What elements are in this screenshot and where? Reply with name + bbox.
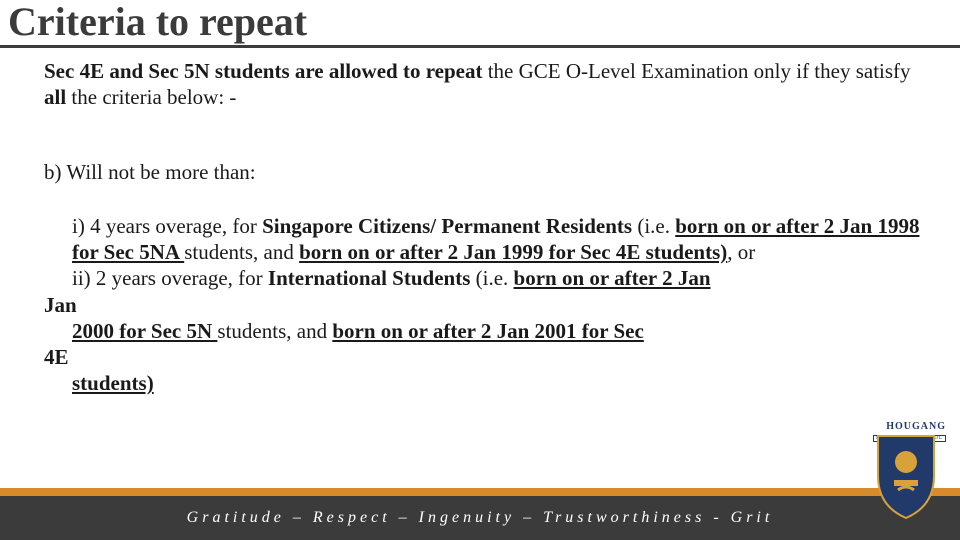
clause-i: i) 4 years overage, for Singapore Citize… — [72, 213, 924, 266]
intro-text-1: the GCE O-Level Examination only if they… — [482, 59, 910, 83]
clause-ii-mid1: (i.e. — [470, 266, 513, 290]
school-name-label: HOUGANG — [886, 421, 946, 432]
intro-text-2: the criteria below: - — [66, 85, 236, 109]
intro-paragraph: Sec 4E and Sec 5N students are allowed t… — [44, 58, 924, 111]
cont-students-text: students) — [72, 371, 154, 395]
slide-title-region: Criteria to repeat — [0, 0, 960, 48]
title-underline — [0, 45, 960, 48]
clause-ii-bold1: International Students — [268, 266, 470, 290]
cont-bu2: born on or after 2 Jan 2001 for Sec — [332, 319, 643, 343]
cont-4e: 4E — [44, 344, 924, 370]
clause-b: b) Will not be more than: — [44, 159, 924, 185]
school-motto: Gratitude – Respect – Ingenuity – Trustw… — [0, 496, 960, 540]
slide: Criteria to repeat Sec 4E and Sec 5N stu… — [0, 0, 960, 540]
footer-band: Gratitude – Respect – Ingenuity – Trustw… — [0, 488, 960, 540]
sub-clauses: i) 4 years overage, for Singapore Citize… — [44, 213, 924, 292]
clause-i-bu2: born on or after 2 Jan 1999 for Sec 4E s… — [299, 240, 727, 264]
intro-bold-all: all — [44, 85, 66, 109]
clause-i-mid1: (i.e. — [632, 214, 675, 238]
clause-ii-bu1: born on or after 2 Jan — [514, 266, 711, 290]
clause-ii: ii) 2 years overage, for International S… — [72, 265, 924, 291]
intro-bold-lead: Sec 4E and Sec 5N students are allowed t… — [44, 59, 482, 83]
clause-i-bold1: Singapore Citizens/ Permanent Residents — [262, 214, 632, 238]
cont-jan: Jan — [44, 292, 924, 318]
clause-i-lead: i) 4 years overage, for — [72, 214, 262, 238]
cont-mid: students, and — [217, 319, 332, 343]
slide-body: Sec 4E and Sec 5N students are allowed t… — [44, 58, 924, 397]
footer-accent-bar — [0, 488, 960, 496]
slide-title: Criteria to repeat — [0, 0, 960, 45]
clause-i-tail: , or — [727, 240, 755, 264]
school-crest-icon — [874, 432, 938, 522]
cont-line: 2000 for Sec 5N students, and born on or… — [44, 318, 924, 344]
cont-bu1: 2000 for Sec 5N — [72, 319, 217, 343]
clause-i-mid2: students, and — [184, 240, 299, 264]
clause-ii-lead: ii) 2 years overage, for — [72, 266, 268, 290]
cont-students: students) — [44, 370, 924, 396]
